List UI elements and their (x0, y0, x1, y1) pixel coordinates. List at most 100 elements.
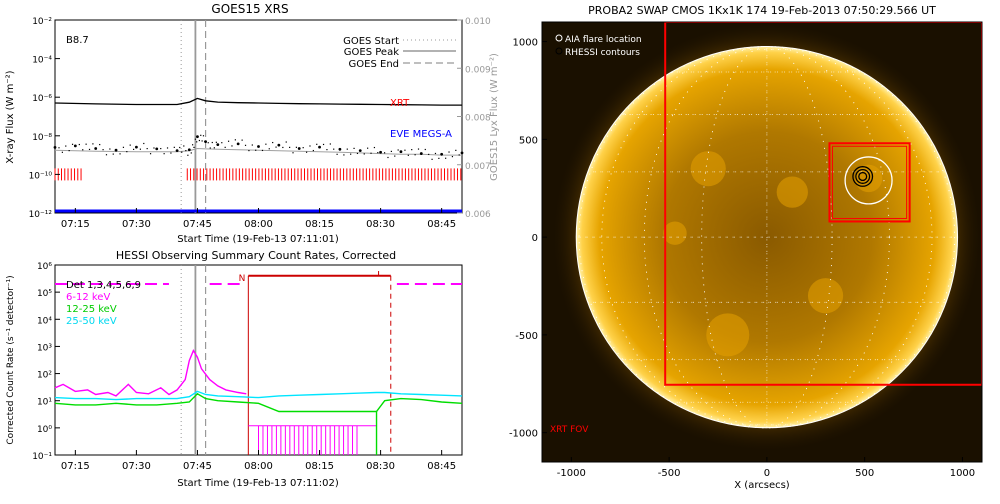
goes-lya-texture (408, 155, 409, 156)
goes-lya-texture (445, 158, 446, 159)
swap-y-tick-label: 500 (519, 135, 538, 146)
goes-lya-texture (425, 149, 426, 150)
goes-y-tick-label: 10⁻² (32, 17, 52, 27)
goes-lya-texture (350, 154, 351, 155)
hessi-y-tick-label: 10⁵ (37, 289, 52, 299)
hessi-series-6-12-keV (55, 351, 246, 396)
goes-lya-texture (216, 142, 217, 143)
hessi-legend-det: Det 1,3,4,5,6,9 (66, 280, 141, 291)
goes-lya-texture (428, 154, 429, 155)
goes-lya-texture (65, 145, 66, 146)
goes-y-tick-label: 10⁻¹⁰ (29, 171, 53, 181)
hessi-y-tick-label: 10¹ (37, 398, 52, 408)
goes-lya-texture (431, 159, 432, 160)
goes-lya-texture (337, 154, 338, 155)
goes-lya-texture (452, 156, 453, 157)
goes-lya-texture (210, 147, 211, 148)
goes-y2-tick-label: 0.010 (465, 17, 491, 27)
goes-eve-annotation: EVE MEGS-A (390, 129, 452, 140)
goes-lya-point (94, 147, 97, 150)
goes-lya-texture (357, 153, 358, 154)
goes-lya-point (339, 148, 342, 151)
goes-lya-texture (204, 141, 205, 142)
goes-lya-texture (133, 149, 134, 150)
goes-lya-texture (191, 152, 192, 153)
goes-lya-texture (316, 144, 317, 145)
goes-lya-texture (89, 149, 90, 150)
goes-lya-texture (193, 147, 194, 148)
hessi-night-label: N (239, 274, 246, 284)
hessi-legend-6-12: 6-12 keV (66, 292, 110, 303)
goes-lya-point (196, 135, 199, 138)
hessi-x-tick-label: 07:45 (183, 461, 212, 472)
goes-lya-texture (415, 154, 416, 155)
swap-x-tick-label: 1000 (950, 468, 975, 479)
goes-title: GOES15 XRS (211, 2, 288, 16)
goes-lya-texture (269, 148, 270, 149)
swap-legend-rhessi-label: RHESSI contours (565, 48, 640, 58)
goes-lya-texture (203, 135, 204, 136)
hessi-panel: HESSI Observing Summary Count Rates, Cor… (6, 249, 462, 489)
goes-lya-texture (248, 150, 249, 151)
hessi-y-tick-label: 10³ (37, 343, 52, 353)
goes-lya-texture (323, 144, 324, 145)
goes-lya-texture (289, 147, 290, 148)
goes-lya-texture (140, 149, 141, 150)
goes-lya-texture (306, 152, 307, 153)
swap-active-region (777, 176, 808, 207)
swap-active-region (663, 221, 686, 244)
goes-lya-texture (196, 141, 197, 142)
swap-legend-aia-label: AIA flare location (565, 35, 642, 45)
goes-lya-texture (333, 149, 334, 150)
goes-lya-texture (179, 147, 180, 148)
goes-lya-texture (119, 153, 120, 154)
goes-lya-texture (398, 149, 399, 150)
goes-lya-texture (343, 154, 344, 155)
swap-x-tick-label: -500 (658, 468, 681, 479)
goes-class-label: B8.7 (66, 35, 89, 46)
goes-lya-texture (187, 155, 188, 156)
goes-lya-point (188, 148, 191, 151)
goes-xrt-annotation: XRT (390, 98, 410, 109)
hessi-x-tick-label: 07:15 (61, 461, 90, 472)
goes-lya-texture (92, 143, 93, 144)
hessi-x-tick-label: 08:45 (427, 461, 456, 472)
goes-ylabel-right: GOES15 Lyx Flux (W m⁻²) (489, 53, 500, 181)
goes-lya-texture (448, 151, 449, 152)
goes-lya-texture (225, 147, 226, 148)
hessi-x-tick-label: 08:15 (305, 461, 334, 472)
goes-lya-texture (167, 147, 168, 148)
swap-active-region (706, 313, 749, 356)
goes-lya-texture (391, 151, 392, 152)
goes-lya-texture (150, 153, 151, 154)
goes-y2-tick-label: 0.006 (465, 210, 491, 220)
swap-active-region (808, 278, 843, 313)
goes-lya-texture (367, 148, 368, 149)
goes-lya-texture (330, 143, 331, 144)
swap-panel: PROBA2 SWAP CMOS 1Kx1K 174 19-Feb-2013 0… (509, 4, 982, 491)
goes-lya-point (461, 152, 464, 155)
goes-lya-texture (245, 145, 246, 146)
goes-lya-point (277, 144, 280, 147)
hessi-x-tick-label: 07:30 (122, 461, 151, 472)
hessi-plot-area (55, 265, 462, 455)
goes-lya-texture (272, 142, 273, 143)
hessi-y-tick-label: 10⁻¹ (32, 452, 52, 462)
swap-y-tick-label: 0 (532, 233, 538, 244)
goes-lya-point (440, 153, 443, 156)
goes-lya-texture (212, 142, 213, 143)
goes-y-tick-label: 10⁻⁴ (32, 56, 52, 66)
goes-lya-texture (326, 149, 327, 150)
goes-lya-texture (404, 150, 405, 151)
swap-x-tick-label: -1000 (557, 468, 586, 479)
goes-lya-point (420, 152, 423, 155)
goes-lya-texture (147, 148, 148, 149)
hessi-xlabel: Start Time (19-Feb-13 07:11:02) (177, 478, 339, 489)
hessi-legend: Det 1,3,4,5,6,9 6-12 keV 12-25 keV 25-50… (66, 280, 141, 327)
goes-y-tick-label: 10⁻⁶ (32, 94, 52, 104)
goes-lya-texture (364, 153, 365, 154)
goes-legend-start-label: GOES Start (343, 36, 399, 47)
goes-lya-texture (370, 153, 371, 154)
